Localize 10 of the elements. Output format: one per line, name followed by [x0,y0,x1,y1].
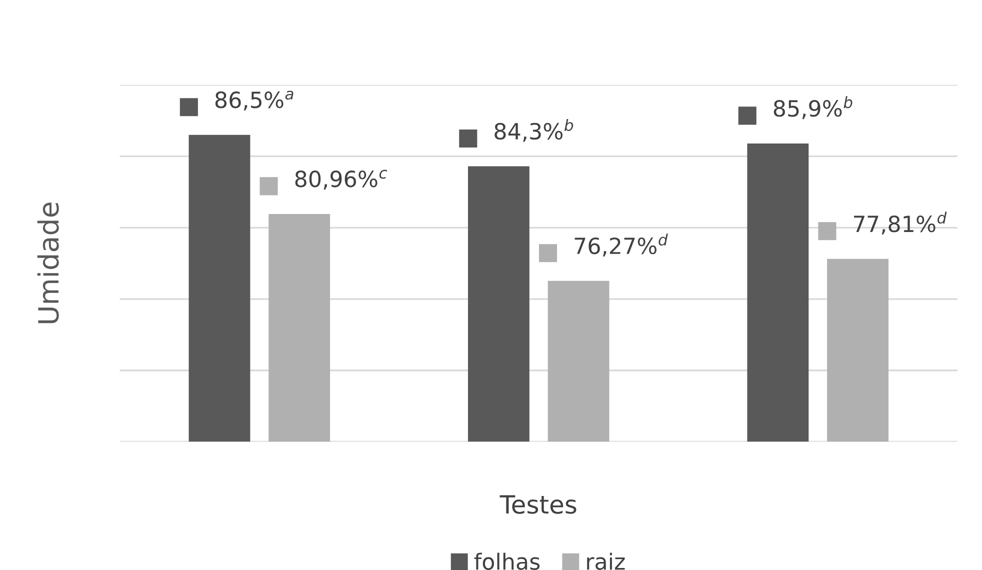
data-label: 84,3%$^{b}$ [494,118,574,142]
data-label: 80,96%$^{c}$ [295,170,388,190]
data-label: 86,5%$^{a}$ [215,90,294,111]
x-axis-title: Testes [500,495,576,514]
data-label: 76,27%$^{d}$ [574,234,668,257]
data-label: 85,9%$^{b}$ [774,96,852,120]
y-axis-title: Umidade [37,202,59,324]
data-label: 77,81%$^{d}$ [854,212,947,235]
legend-label: raiz [587,552,625,570]
legend-label: folhas [474,552,540,570]
